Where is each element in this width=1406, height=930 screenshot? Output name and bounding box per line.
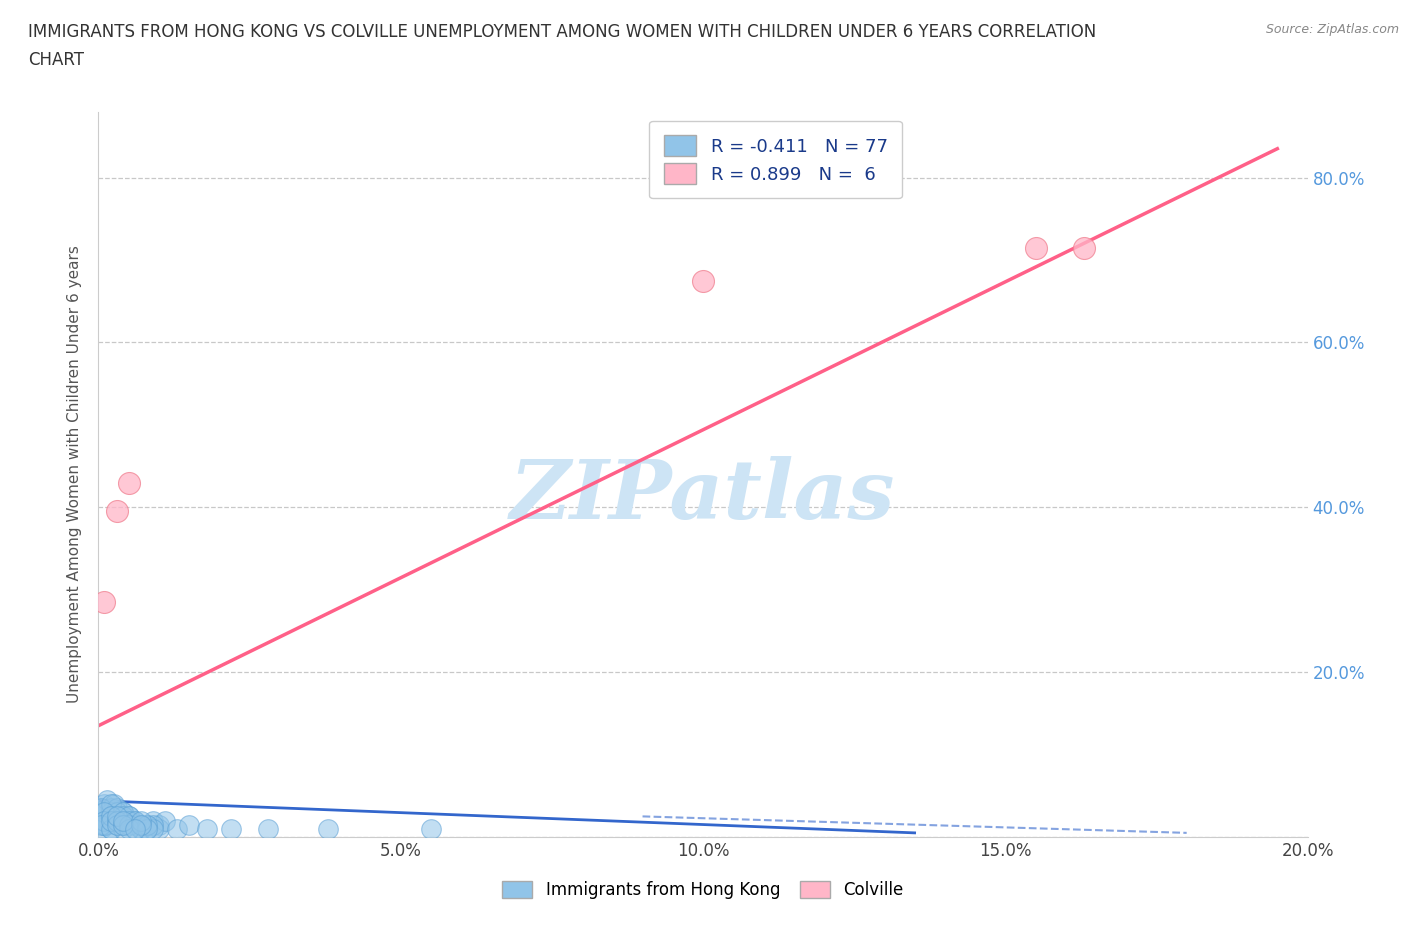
Text: Source: ZipAtlas.com: Source: ZipAtlas.com xyxy=(1265,23,1399,36)
Point xyxy=(118,809,141,824)
Point xyxy=(129,821,152,836)
Point xyxy=(100,797,122,812)
Point xyxy=(93,804,115,819)
Point xyxy=(100,821,122,836)
Point xyxy=(103,797,125,812)
Point xyxy=(100,809,122,824)
Point xyxy=(118,817,141,832)
Point xyxy=(166,821,188,836)
Point xyxy=(118,813,141,828)
Point xyxy=(1024,240,1046,255)
Point xyxy=(100,804,122,819)
Point xyxy=(93,594,115,609)
Point xyxy=(195,821,218,836)
Point xyxy=(1073,240,1095,255)
Point xyxy=(100,809,122,824)
Legend: Immigrants from Hong Kong, Colville: Immigrants from Hong Kong, Colville xyxy=(494,873,912,908)
Point xyxy=(111,809,134,824)
Point xyxy=(90,817,112,832)
Point xyxy=(129,817,152,832)
Point xyxy=(100,801,122,816)
Point xyxy=(100,809,122,824)
Point xyxy=(420,821,443,836)
Point xyxy=(135,821,157,836)
Point xyxy=(111,804,134,819)
Point xyxy=(111,817,134,832)
Point xyxy=(105,804,128,819)
Point xyxy=(111,813,134,828)
Point xyxy=(93,797,115,812)
Point xyxy=(96,792,118,807)
Point xyxy=(118,813,141,828)
Text: ZIPatlas: ZIPatlas xyxy=(510,456,896,536)
Point xyxy=(129,821,152,836)
Point xyxy=(94,817,117,832)
Point xyxy=(118,821,141,836)
Point xyxy=(105,504,128,519)
Point xyxy=(90,804,112,819)
Point xyxy=(108,809,131,824)
Point xyxy=(118,809,141,824)
Point xyxy=(105,813,128,828)
Point xyxy=(90,821,112,836)
Point xyxy=(111,804,134,819)
Point xyxy=(124,817,146,832)
Point xyxy=(105,817,128,832)
Point xyxy=(221,821,243,836)
Point xyxy=(142,817,165,832)
Point xyxy=(142,813,165,828)
Point xyxy=(100,813,122,828)
Point xyxy=(93,813,115,828)
Point xyxy=(135,817,157,832)
Point xyxy=(148,817,170,832)
Point xyxy=(153,813,176,828)
Point xyxy=(111,821,134,836)
Point xyxy=(105,801,128,816)
Point xyxy=(90,801,112,816)
Point xyxy=(118,475,141,490)
Point xyxy=(142,821,165,836)
Point xyxy=(124,813,146,828)
Text: IMMIGRANTS FROM HONG KONG VS COLVILLE UNEMPLOYMENT AMONG WOMEN WITH CHILDREN UND: IMMIGRANTS FROM HONG KONG VS COLVILLE UN… xyxy=(28,23,1097,41)
Point xyxy=(96,813,118,828)
Point xyxy=(100,821,122,836)
Point xyxy=(93,817,115,832)
Legend: R = -0.411   N = 77, R = 0.899   N =  6: R = -0.411 N = 77, R = 0.899 N = 6 xyxy=(650,121,903,198)
Point xyxy=(256,821,278,836)
Point xyxy=(91,809,114,824)
Text: CHART: CHART xyxy=(28,51,84,69)
Point xyxy=(105,817,128,832)
Point xyxy=(93,804,115,819)
Point xyxy=(93,817,115,832)
Point xyxy=(124,817,146,832)
Point xyxy=(129,817,152,832)
Point xyxy=(148,821,170,836)
Point xyxy=(105,813,128,828)
Point xyxy=(105,813,128,828)
Point xyxy=(93,813,115,828)
Point xyxy=(129,813,152,828)
Point xyxy=(111,817,134,832)
Point xyxy=(105,809,128,824)
Point xyxy=(179,817,201,832)
Y-axis label: Unemployment Among Women with Children Under 6 years: Unemployment Among Women with Children U… xyxy=(67,246,83,703)
Point xyxy=(316,821,339,836)
Point xyxy=(124,813,146,828)
Point xyxy=(135,821,157,836)
Point xyxy=(692,273,714,288)
Point xyxy=(111,813,134,828)
Point xyxy=(135,817,157,832)
Point xyxy=(100,801,122,816)
Point xyxy=(124,821,146,836)
Point xyxy=(105,809,128,824)
